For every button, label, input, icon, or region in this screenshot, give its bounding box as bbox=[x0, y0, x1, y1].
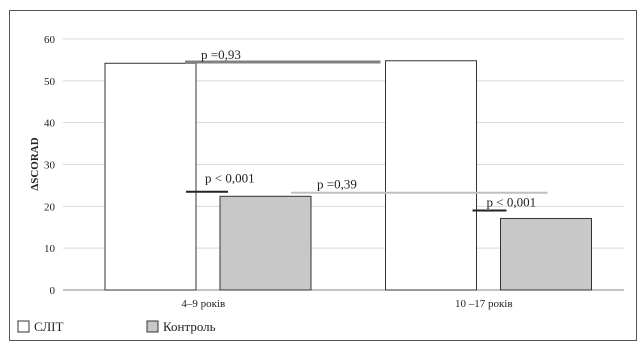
legend-swatch-control bbox=[146, 320, 159, 333]
x-tick-label: 10 –17 років bbox=[455, 298, 513, 310]
bar-control bbox=[500, 217, 592, 291]
bar-slit bbox=[385, 60, 477, 291]
y-tick-label: 60 bbox=[44, 34, 56, 46]
y-tick-label: 0 bbox=[50, 285, 56, 297]
y-tick-label: 40 bbox=[44, 118, 56, 130]
y-tick-label: 30 bbox=[44, 160, 56, 172]
p-value-label: p < 0,001 bbox=[487, 195, 537, 210]
y-tick-label: 20 bbox=[44, 201, 56, 213]
legend-label-control: Контроль bbox=[163, 319, 216, 334]
bar-control bbox=[219, 195, 312, 291]
p-value-label: p =0,93 bbox=[201, 47, 241, 62]
p-value-label: p =0,39 bbox=[317, 177, 357, 192]
y-axis-label: ΔSCORAD bbox=[29, 137, 41, 190]
legend: СЛІТ Контроль bbox=[17, 319, 216, 334]
bar-slit bbox=[104, 62, 197, 291]
legend-label-slit: СЛІТ bbox=[34, 319, 63, 334]
y-tick-label: 10 bbox=[44, 243, 56, 255]
x-tick-label: 4–9 років bbox=[181, 298, 225, 310]
legend-swatch-slit bbox=[17, 320, 30, 333]
p-value-label: p < 0,001 bbox=[205, 171, 255, 186]
y-tick-label: 50 bbox=[44, 76, 56, 88]
